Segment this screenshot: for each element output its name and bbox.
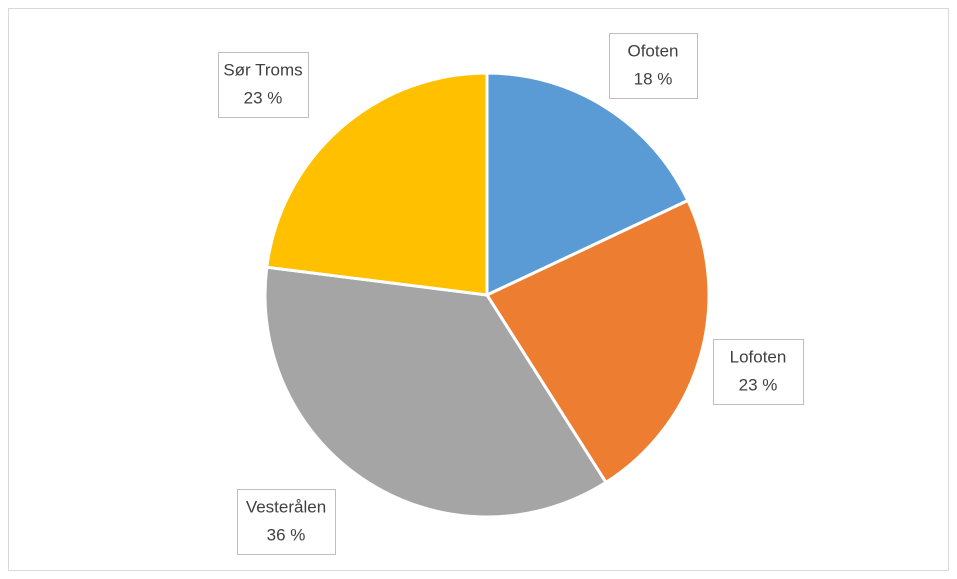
value-label: 18 % <box>634 69 673 88</box>
value-label: 23 % <box>739 375 778 394</box>
pie-slice <box>485 71 690 298</box>
category-label: Ofoten <box>627 41 678 60</box>
label-box <box>609 33 698 99</box>
value-label: 23 % <box>244 88 283 107</box>
category-label: Sør Troms <box>223 60 302 79</box>
label-box <box>218 52 309 118</box>
pie-slice <box>265 71 489 297</box>
label-box <box>237 489 336 555</box>
value-label: 36 % <box>267 525 306 544</box>
pie-slice <box>263 265 609 519</box>
label-box <box>713 339 804 405</box>
category-label: Lofoten <box>730 347 787 366</box>
pie-slice <box>484 198 711 485</box>
category-label: Vesterålen <box>246 497 326 516</box>
